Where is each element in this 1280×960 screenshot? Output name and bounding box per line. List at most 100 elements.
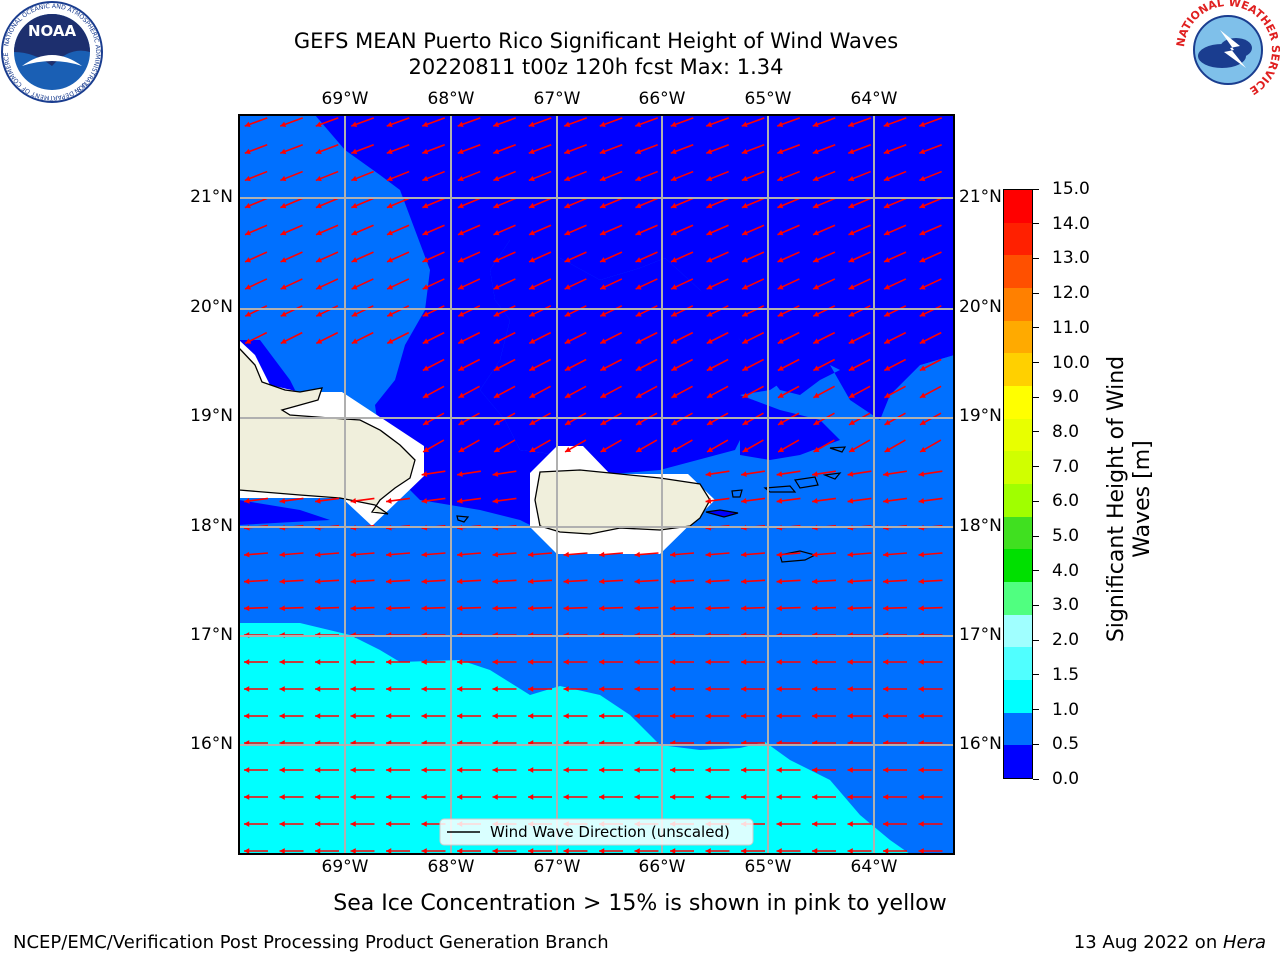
wind-wave-arrow-head <box>883 848 889 854</box>
wind-wave-arrow-head <box>812 148 819 155</box>
wind-wave-arrow-head <box>458 257 465 263</box>
noaa-logo: NOAA NATIONAL OCEANIC AND ATMOSPHERIC AD… <box>1 1 103 103</box>
wind-wave-arrow-head <box>421 713 427 719</box>
wind-wave-arrow-head <box>847 767 853 773</box>
wind-wave-arrow-head <box>528 148 535 155</box>
wind-wave-arrow-head <box>386 821 392 827</box>
wind-wave-arrow-head <box>776 471 783 477</box>
wind-wave-arrow-head <box>777 392 784 398</box>
wind-wave-arrow-head <box>351 175 358 182</box>
wind-wave-arrow-head <box>671 338 678 344</box>
wind-wave-arrow-head <box>955 393 961 398</box>
wind-wave-arrow-head <box>918 578 924 585</box>
wind-wave-arrow-head <box>847 794 853 800</box>
lon-tick-bottom: 67°W <box>533 857 581 877</box>
wind-wave-arrow-head <box>457 551 463 558</box>
wind-wave-arrow-head <box>778 446 785 452</box>
wind-wave-arrow-head <box>350 605 356 612</box>
wind-wave-arrow-head <box>777 230 784 236</box>
wind-wave-arrow-head <box>244 148 251 155</box>
wind-wave-arrow-head <box>813 446 820 452</box>
wind-wave-arrow-head <box>634 848 640 854</box>
wind-wave-arrow-head <box>776 659 782 665</box>
wind-wave-arrow-head <box>741 551 747 558</box>
wind-wave-arrow-head <box>599 148 606 155</box>
wind-wave-arrow-head <box>244 713 250 719</box>
wind-wave-arrow-head <box>493 202 500 209</box>
wind-wave-arrow-head <box>812 230 819 236</box>
wind-wave-arrow-head <box>920 419 927 425</box>
wind-wave-arrow-head <box>918 659 924 665</box>
wind-wave-arrow-head <box>635 148 642 155</box>
wind-wave-arrow <box>953 580 954 582</box>
wind-wave-arrow-head <box>847 659 853 665</box>
colorbar-tick-label: 10.0 <box>1052 352 1090 373</box>
wind-wave-arrow-head <box>529 338 536 344</box>
wind-wave-arrow-head <box>600 338 607 344</box>
wind-wave-arrow-head <box>635 311 642 317</box>
noaa-logo-text: NOAA <box>28 22 77 40</box>
wind-wave-arrow-head <box>386 578 392 585</box>
wind-wave-arrow-head <box>848 257 855 263</box>
wind-wave-arrow-head <box>883 202 890 209</box>
wind-wave-arrow-head <box>493 284 500 290</box>
colorbar-tick-label: 0.5 <box>1052 734 1080 755</box>
wind-wave-arrow-head <box>279 821 285 827</box>
colorbar-tick-mark <box>1033 431 1039 433</box>
colorbar-tick-label: 7.0 <box>1052 456 1080 477</box>
wind-wave-arrow-head <box>492 578 498 585</box>
wind-wave-arrow-head <box>919 148 926 155</box>
wind-wave-arrow-head <box>351 338 358 344</box>
wind-wave-arrow-head <box>742 257 749 263</box>
wind-wave-arrow-head <box>494 419 501 425</box>
wind-wave-arrow-head <box>884 338 891 344</box>
wind-wave-arrow-head <box>494 446 501 452</box>
wind-wave-arrow-head <box>705 767 711 773</box>
wind-wave-arrow-head <box>955 149 961 154</box>
wind-wave-arrow-head <box>528 605 534 612</box>
wind-wave-arrow-head <box>458 338 465 344</box>
wind-wave-arrow-head <box>848 365 855 371</box>
wind-wave-arrow-head <box>421 848 427 854</box>
wind-wave-arrow-head <box>919 365 926 371</box>
lat-tick-right: 17°N <box>959 625 1002 645</box>
wind-wave-arrow-head <box>422 148 429 155</box>
wind-wave-arrow-head <box>493 148 500 155</box>
wind-wave-arrow-head <box>492 686 498 692</box>
wind-wave-arrow-head <box>315 794 321 800</box>
wave-field-0-0.5 <box>315 115 954 475</box>
lat-tick-right: 20°N <box>959 297 1002 317</box>
wind-wave-arrow-head <box>493 365 500 371</box>
colorbar-segment <box>1004 418 1032 452</box>
wind-wave-arrow-head <box>670 767 676 773</box>
wind-wave-arrow-head <box>421 471 428 477</box>
wind-wave-arrow-head <box>671 365 678 371</box>
wind-wave-arrow-head <box>350 848 356 854</box>
wind-wave-arrow-head <box>279 659 285 665</box>
wind-wave-arrow-head <box>458 311 465 317</box>
wind-wave-arrow-head <box>741 471 747 477</box>
wind-wave-arrow-head <box>280 230 287 236</box>
wind-wave-arrow-head <box>528 794 534 800</box>
wind-wave-arrow-head <box>706 175 713 182</box>
wind-wave-arrow-head <box>493 338 500 344</box>
wind-wave-arrow-head <box>422 284 429 290</box>
wind-wave-arrow <box>955 172 977 181</box>
wind-wave-arrow-head <box>457 659 463 665</box>
wind-wave-arrow-head <box>705 848 711 854</box>
wind-wave-arrow-head <box>955 257 961 262</box>
wind-wave-arrow-head <box>279 848 285 854</box>
wind-wave-arrow-head <box>635 392 642 398</box>
wind-wave-arrow-head <box>458 446 465 452</box>
wind-wave-arrow-head <box>350 659 356 665</box>
wind-wave-arrow-head <box>742 419 749 425</box>
wind-wave-arrow-head <box>884 419 891 425</box>
wind-wave-arrow-head <box>422 257 429 263</box>
wind-wave-arrow-head <box>599 605 605 612</box>
wind-wave-arrow-head <box>742 311 749 317</box>
map-legend <box>439 818 754 846</box>
wind-wave-arrow-head <box>955 338 961 343</box>
lon-tick-bottom: 69°W <box>321 857 369 877</box>
lat-tick-left: 20°N <box>190 297 233 317</box>
colorbar-segment <box>1004 712 1032 746</box>
